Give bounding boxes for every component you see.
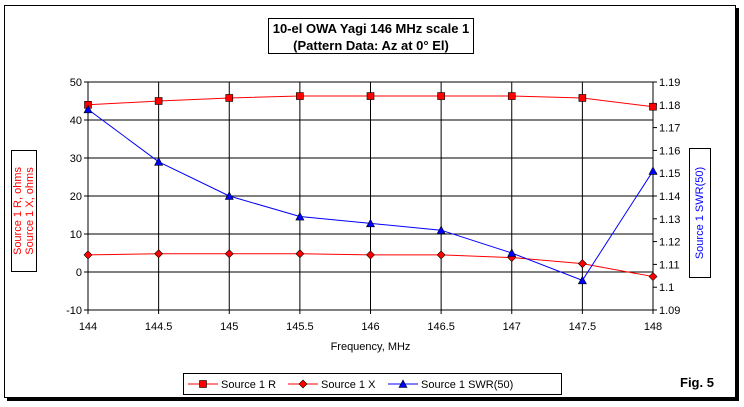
x-tick-label: 146.5: [427, 321, 455, 333]
y-tick-label: 30: [70, 153, 82, 165]
data-point: [577, 275, 587, 285]
data-point: [154, 249, 164, 259]
data-point: [154, 97, 163, 105]
data-point: [436, 250, 446, 260]
y-tick-label: 20: [70, 191, 82, 203]
y2-tick-label: 1.18: [659, 100, 680, 112]
y-tick-label: 40: [70, 115, 82, 127]
data-point: [295, 211, 305, 221]
y2-tick-label: 1.16: [659, 145, 680, 157]
legend-label: Source 1 SWR(50): [421, 379, 513, 391]
data-point: [224, 249, 234, 259]
chart-title-line1: 10-el OWA Yagi 146 MHz scale 1: [272, 21, 470, 36]
data-point: [366, 92, 375, 100]
y2-tick-label: 1.09: [659, 305, 680, 317]
y2-tick-label: 1.19: [659, 77, 680, 89]
y2-tick-label: 1.12: [659, 237, 680, 249]
right-axis-label: Source 1 SWR(50): [689, 148, 711, 278]
y-tick-label: -10: [66, 305, 82, 317]
data-point: [578, 94, 587, 102]
y2-tick-label: 1.11: [659, 259, 680, 271]
y-tick-label: 10: [70, 229, 82, 241]
data-point: [648, 272, 658, 281]
data-point: [577, 259, 587, 269]
data-point: [295, 249, 305, 259]
y2-tick-label: 1.1: [659, 282, 674, 294]
x-tick-label: 144.5: [145, 321, 173, 333]
legend-label: Source 1 R: [221, 379, 276, 391]
data-point: [648, 166, 658, 175]
left-axis-label: Source 1 R, ohms Source 1 X, ohms: [11, 150, 37, 272]
data-point: [83, 104, 93, 114]
data-point: [225, 94, 234, 102]
x-tick-label: 144: [79, 321, 97, 333]
x-axis-label: Frequency, MHz: [331, 341, 411, 353]
legend-marker-square: [199, 380, 207, 388]
data-point: [437, 92, 445, 100]
data-point: [296, 92, 304, 100]
y2-tick-label: 1.17: [659, 123, 680, 135]
legend-label: Source 1 X: [321, 379, 376, 391]
chart-title: 10-el OWA Yagi 146 MHz scale 1 (Pattern …: [268, 18, 474, 54]
legend-entries: Source 1 R Source 1 X Source 1 SWR(50): [188, 379, 513, 391]
figure-label: Fig. 5: [680, 375, 714, 390]
y-tick-label: 50: [70, 77, 82, 89]
data-point: [366, 250, 375, 260]
data-point: [507, 92, 516, 100]
data-point: [154, 157, 164, 166]
x-tick-label: 145.5: [286, 321, 314, 333]
x-tick-label: 145: [220, 321, 238, 333]
x-tick-label: 148: [644, 321, 662, 333]
y2-tick-label: 1.15: [659, 168, 680, 180]
data-point: [436, 225, 446, 234]
data-point: [649, 102, 657, 111]
data-point: [224, 191, 234, 200]
x-tick-label: 147: [503, 321, 521, 333]
legend-marker-diamond: [298, 379, 308, 389]
y2-tick-label: 1.14: [659, 191, 680, 203]
chart-title-line2: (Pattern Data: Az at 0° El): [293, 38, 449, 53]
data-point: [507, 248, 517, 257]
data-point: [366, 218, 375, 228]
x-tick-label: 147.5: [569, 321, 597, 333]
data-point: [83, 250, 93, 260]
x-tick-label: 146: [361, 321, 379, 333]
y-tick-label: 0: [76, 267, 82, 279]
y2-tick-label: 1.13: [659, 214, 680, 226]
legend-marker-triangle: [398, 379, 408, 388]
legend: Source 1 R Source 1 X Source 1 SWR(50): [183, 373, 562, 395]
